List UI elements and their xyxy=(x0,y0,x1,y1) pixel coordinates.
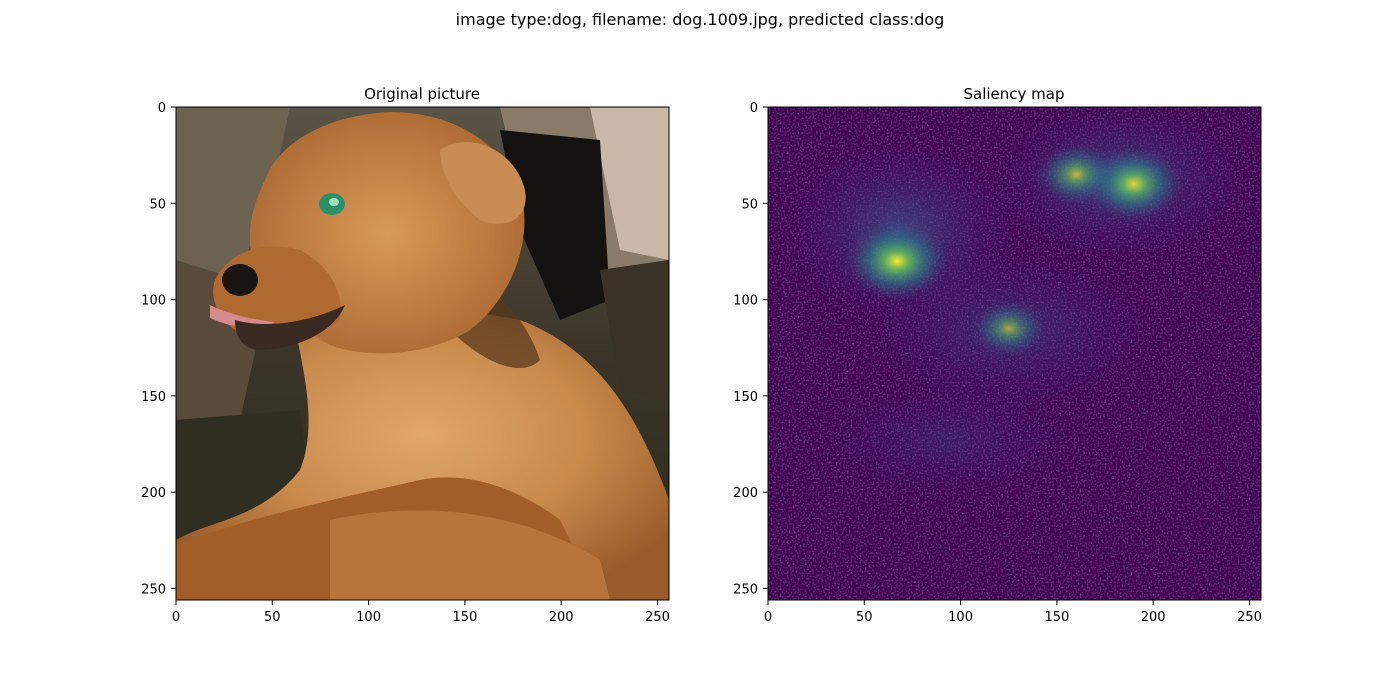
original-picture-xtick-label: 200 xyxy=(549,610,574,625)
original-picture-xtick-label: 150 xyxy=(452,610,477,625)
original-picture-ytick-label: 0 xyxy=(158,101,166,116)
original-picture-title: Original picture xyxy=(364,85,480,103)
original-picture-ytick-label: 100 xyxy=(141,294,166,309)
original-picture-ticks: 0 50 100 150 200 250 0 50 100 150 200 250 xyxy=(141,101,670,625)
original-picture-frame xyxy=(175,106,670,601)
original-picture-xtick-label: 250 xyxy=(645,610,670,625)
original-picture-ytick-label: 250 xyxy=(141,582,166,597)
original-picture-ytick-label: 200 xyxy=(141,486,166,501)
saliency-map-ytick-label: 200 xyxy=(733,486,758,501)
saliency-hotspot xyxy=(972,300,1045,357)
saliency-map-xtick-label: 50 xyxy=(856,610,873,625)
saliency-map-xtick-label: 200 xyxy=(1141,610,1166,625)
figure-suptitle: image type:dog, filename: dog.1009.jpg, … xyxy=(455,10,945,29)
original-picture-ytick-label: 150 xyxy=(141,390,166,405)
saliency-map-ytick-label: 150 xyxy=(733,390,758,405)
saliency-map-ytick-label: 50 xyxy=(741,197,758,212)
original-picture-xtick-label: 100 xyxy=(356,610,381,625)
saliency-hotspot xyxy=(1035,143,1117,206)
saliency-map-frame xyxy=(767,106,1262,601)
saliency-map-ytick-label: 0 xyxy=(750,101,758,116)
saliency-map-ticks: 0 50 100 150 200 250 0 50 100 150 200 250 xyxy=(733,101,1262,625)
original-dog-photo xyxy=(176,107,669,600)
saliency-map-xtick-label: 100 xyxy=(948,610,973,625)
saliency-map-xtick-label: 0 xyxy=(764,610,772,625)
saliency-map-xtick-label: 250 xyxy=(1237,610,1262,625)
saliency-hotspot xyxy=(845,221,950,302)
saliency-heatmap xyxy=(768,107,1261,600)
saliency-map-ytick-label: 250 xyxy=(733,582,758,597)
saliency-map-xtick-label: 150 xyxy=(1044,610,1069,625)
saliency-hotspots xyxy=(845,143,1182,357)
saliency-map-title: Saliency map xyxy=(963,85,1064,103)
original-picture-xtick-label: 50 xyxy=(264,610,281,625)
saliency-map-axes: Saliency map 0 50 100 150 200 250 0 50 100 150 200… xyxy=(733,85,1262,625)
original-picture-ytick-label: 50 xyxy=(149,197,166,212)
original-picture-axes: Original picture xyxy=(141,85,670,625)
saliency-map-ytick-label: 100 xyxy=(733,294,758,309)
original-picture-xtick-label: 0 xyxy=(172,610,180,625)
